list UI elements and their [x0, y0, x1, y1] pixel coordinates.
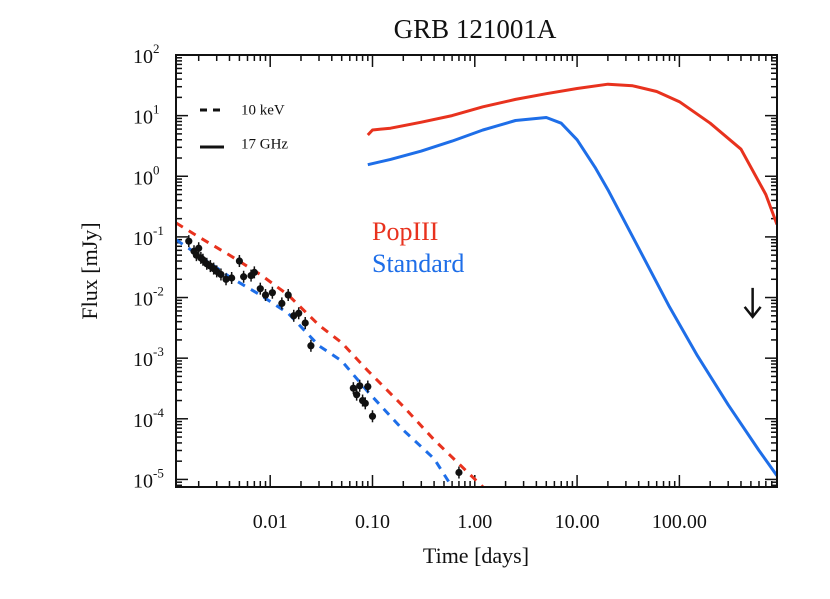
y-tick-label: 10-4 [133, 405, 164, 432]
y-tick-label: 10-2 [133, 284, 164, 311]
y-tick-label: 101 [133, 102, 160, 129]
data-point [240, 273, 248, 281]
data-point [368, 412, 377, 420]
x-tick-labels: 0.01 0.10 1.00 10.00 100.00 [253, 511, 707, 533]
data-point [256, 285, 264, 293]
data-point [195, 244, 203, 252]
x-tick-label: 1.00 [457, 511, 492, 533]
data-point [364, 382, 372, 391]
x-tick-label: 100.00 [652, 511, 707, 533]
y-tick-labels: 102 101 100 10-1 10-2 10-3 10-4 10-5 [133, 41, 164, 492]
series-popiii-17ghz [366, 82, 777, 226]
y-tick-label: 10-3 [133, 344, 164, 371]
data-point [235, 257, 244, 265]
data-point [301, 319, 309, 327]
x-tick-label: 0.10 [355, 511, 390, 533]
y-axis-label: Flux [mJy] [77, 222, 102, 319]
y-tick-label: 10-5 [133, 465, 164, 492]
x-tick-label: 10.00 [555, 511, 600, 533]
model-label-standard: Standard [372, 249, 464, 278]
upper-limit-arrow [743, 287, 762, 319]
model-label-popiii: PopIII [372, 217, 438, 246]
data-point [250, 268, 258, 276]
data-point [307, 342, 315, 350]
data-point [185, 237, 193, 245]
data-point [222, 275, 230, 283]
x-axis-label: Time [days] [423, 543, 529, 568]
data-point [268, 289, 276, 297]
observed-points [185, 235, 463, 479]
data-point [295, 309, 303, 317]
data-point [356, 382, 364, 390]
data-point [455, 468, 463, 477]
data-point [278, 299, 286, 308]
data-point [217, 270, 225, 279]
data-point [349, 384, 357, 392]
upper-limit-head [743, 306, 762, 319]
data-point [228, 274, 236, 282]
data-point [261, 291, 270, 299]
data-point [353, 391, 361, 399]
x-tick-label: 0.01 [253, 511, 288, 533]
axis-ticks [176, 54, 778, 487]
legend-label-17ghz: 17 GHz [241, 136, 288, 152]
chart-title: GRB 121001A [394, 14, 557, 44]
y-tick-label: 102 [133, 41, 160, 68]
y-tick-label: 10-1 [133, 223, 164, 250]
plot-frame [175, 54, 778, 488]
series-popiii-10kev [176, 221, 484, 487]
data-point [284, 291, 292, 299]
data-point [361, 399, 369, 407]
y-tick-label: 100 [133, 162, 160, 189]
series-standard-17ghz [367, 116, 777, 477]
legend: 10 keV 17 GHz [200, 102, 288, 152]
legend-label-10kev: 10 keV [241, 102, 285, 118]
